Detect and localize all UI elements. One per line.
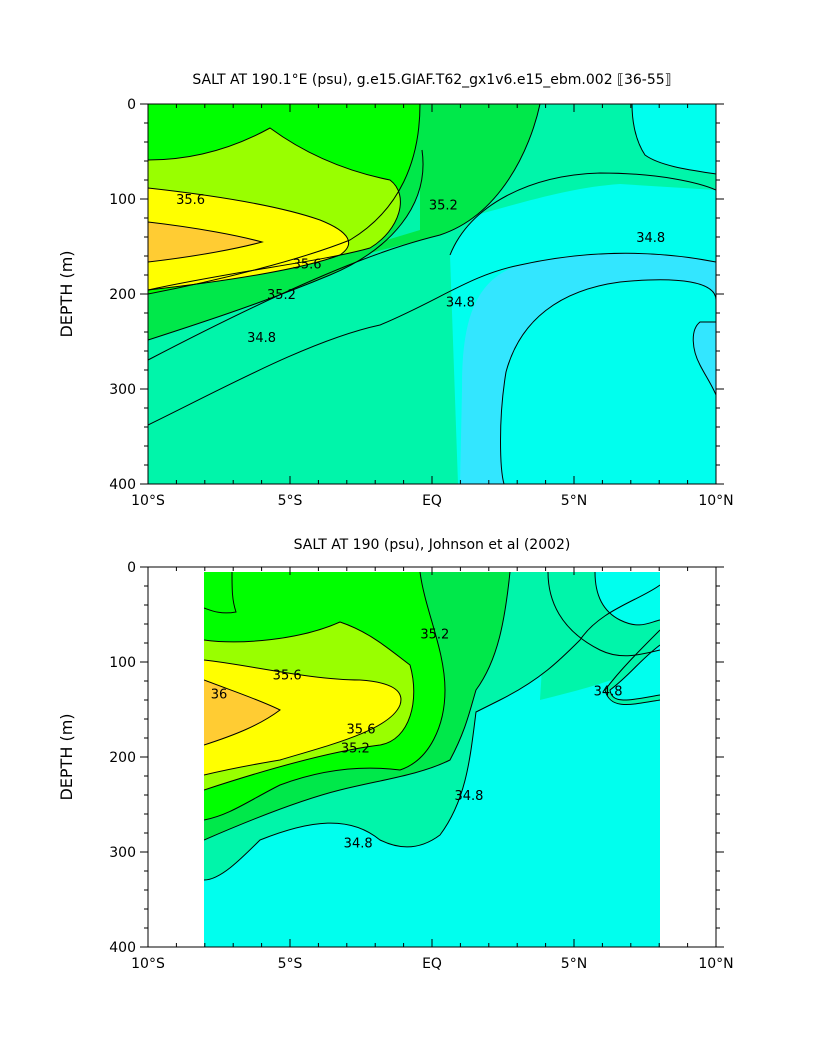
contour-label: 36	[211, 687, 228, 702]
contour-lines	[204, 572, 660, 881]
contour-label: 34.8	[247, 331, 276, 346]
fill-35.6-35.8	[204, 660, 401, 775]
contour-label-text: 35.2	[420, 628, 449, 643]
x-tick-label: EQ	[422, 956, 442, 972]
fill-35.0-35.2-b	[280, 104, 540, 272]
contour-label-text: 34.8	[594, 685, 623, 700]
chart-title: SALT AT 190 (psu), Johnson et al (2002)	[294, 537, 571, 553]
contour-label: 35.2	[429, 199, 458, 214]
y-tick-label: 200	[109, 750, 136, 766]
fill-34.4-34.6-edge	[693, 322, 716, 395]
contour-label: 34.8	[636, 231, 665, 246]
x-tick-label: 10°N	[698, 493, 733, 509]
x-axis: 10°S 5°S EQ 5°N 10°N	[131, 567, 734, 972]
fill-34.6-right-c	[610, 645, 660, 700]
y-tick-label: 0	[127, 97, 136, 113]
y-axis: 0 100 200 300 400	[109, 97, 724, 493]
contour-labels: 35.6 35.6 35.2 35.2 34.8 34.8 34.8	[176, 193, 665, 346]
contour-panel-model: SALT AT 190.1°E (psu), g.e15.GIAF.T62_gx…	[57, 72, 734, 509]
contour-label-text: 34.8	[344, 837, 373, 852]
contour-label: 35.6	[176, 193, 205, 208]
contour-label: 35.6	[347, 723, 376, 738]
x-tick-label: 5°N	[561, 493, 587, 509]
contour-label-text: 35.2	[429, 199, 458, 214]
contour-label-text: 34.8	[247, 331, 276, 346]
y-tick-label: 300	[109, 845, 136, 861]
x-axis: 10°S 5°S EQ 5°N 10°N	[131, 104, 734, 509]
contour-lines	[148, 104, 716, 484]
fill-35.8-36.0	[204, 680, 280, 745]
contour-label-text: 36	[211, 687, 228, 702]
y-tick-label: 400	[109, 940, 136, 956]
contour-label-text: 35.6	[293, 258, 322, 273]
contour-labels: 35.6 36 35.6 35.2 35.2 34.8 34.8 34.8	[211, 628, 623, 852]
fill-34.6-upper-right	[632, 104, 716, 174]
contour-label: 34.8	[446, 296, 475, 311]
y-tick-label: 100	[109, 655, 136, 671]
contour-label: 35.6	[293, 258, 322, 273]
chart-title: SALT AT 190.1°E (psu), g.e15.GIAF.T62_gx…	[192, 72, 671, 88]
contour-label-text: 35.6	[273, 668, 302, 683]
y-tick-label: 100	[109, 192, 136, 208]
contour-label: 35.6	[273, 668, 302, 683]
x-tick-label: 5°N	[561, 956, 587, 972]
contour-label-text: 35.2	[341, 742, 370, 757]
contour-label-text: 35.6	[347, 723, 376, 738]
contour-label: 35.2	[420, 628, 449, 643]
contour-label: 34.8	[454, 789, 483, 804]
y-tick-label: 200	[109, 287, 136, 303]
contour-label-text: 34.8	[636, 231, 665, 246]
contour-label-text: 34.8	[446, 296, 475, 311]
filled-contours	[204, 572, 660, 947]
y-axis-label: DEPTH (m)	[57, 713, 76, 800]
contour-label: 34.8	[344, 837, 373, 852]
x-tick-label: EQ	[422, 493, 442, 509]
y-tick-label: 300	[109, 382, 136, 398]
contour-label: 35.2	[341, 742, 370, 757]
contour-label: 34.8	[594, 685, 623, 700]
x-tick-label: 10°N	[698, 956, 733, 972]
contour-label-text: 35.2	[267, 288, 296, 303]
y-tick-label: 400	[109, 477, 136, 493]
contour-label: 35.2	[267, 288, 296, 303]
fill-35.8-36.0	[148, 222, 262, 262]
x-tick-label: 10°S	[131, 956, 165, 972]
x-tick-label: 10°S	[131, 493, 165, 509]
x-tick-label: 5°S	[278, 956, 303, 972]
contour-label-text: 34.8	[454, 789, 483, 804]
y-tick-label: 0	[127, 560, 136, 576]
y-axis-label: DEPTH (m)	[57, 250, 76, 337]
filled-contours	[148, 104, 716, 484]
contour-label-text: 35.6	[176, 193, 205, 208]
fill-34.4-34.6-b	[500, 279, 716, 484]
y-axis: 0 100 200 300 400	[109, 560, 724, 956]
contour-panel-observations: SALT AT 190 (psu), Johnson et al (2002)	[57, 537, 734, 972]
x-tick-label: 5°S	[278, 493, 303, 509]
